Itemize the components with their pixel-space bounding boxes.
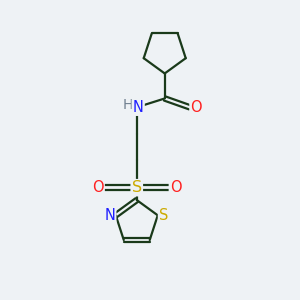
Text: N: N — [104, 208, 115, 223]
Text: O: O — [170, 180, 182, 195]
Text: O: O — [190, 100, 202, 115]
Text: S: S — [132, 180, 142, 195]
Text: H: H — [122, 98, 133, 112]
Text: S: S — [159, 208, 168, 223]
Text: N: N — [133, 100, 144, 115]
Text: O: O — [92, 180, 104, 195]
